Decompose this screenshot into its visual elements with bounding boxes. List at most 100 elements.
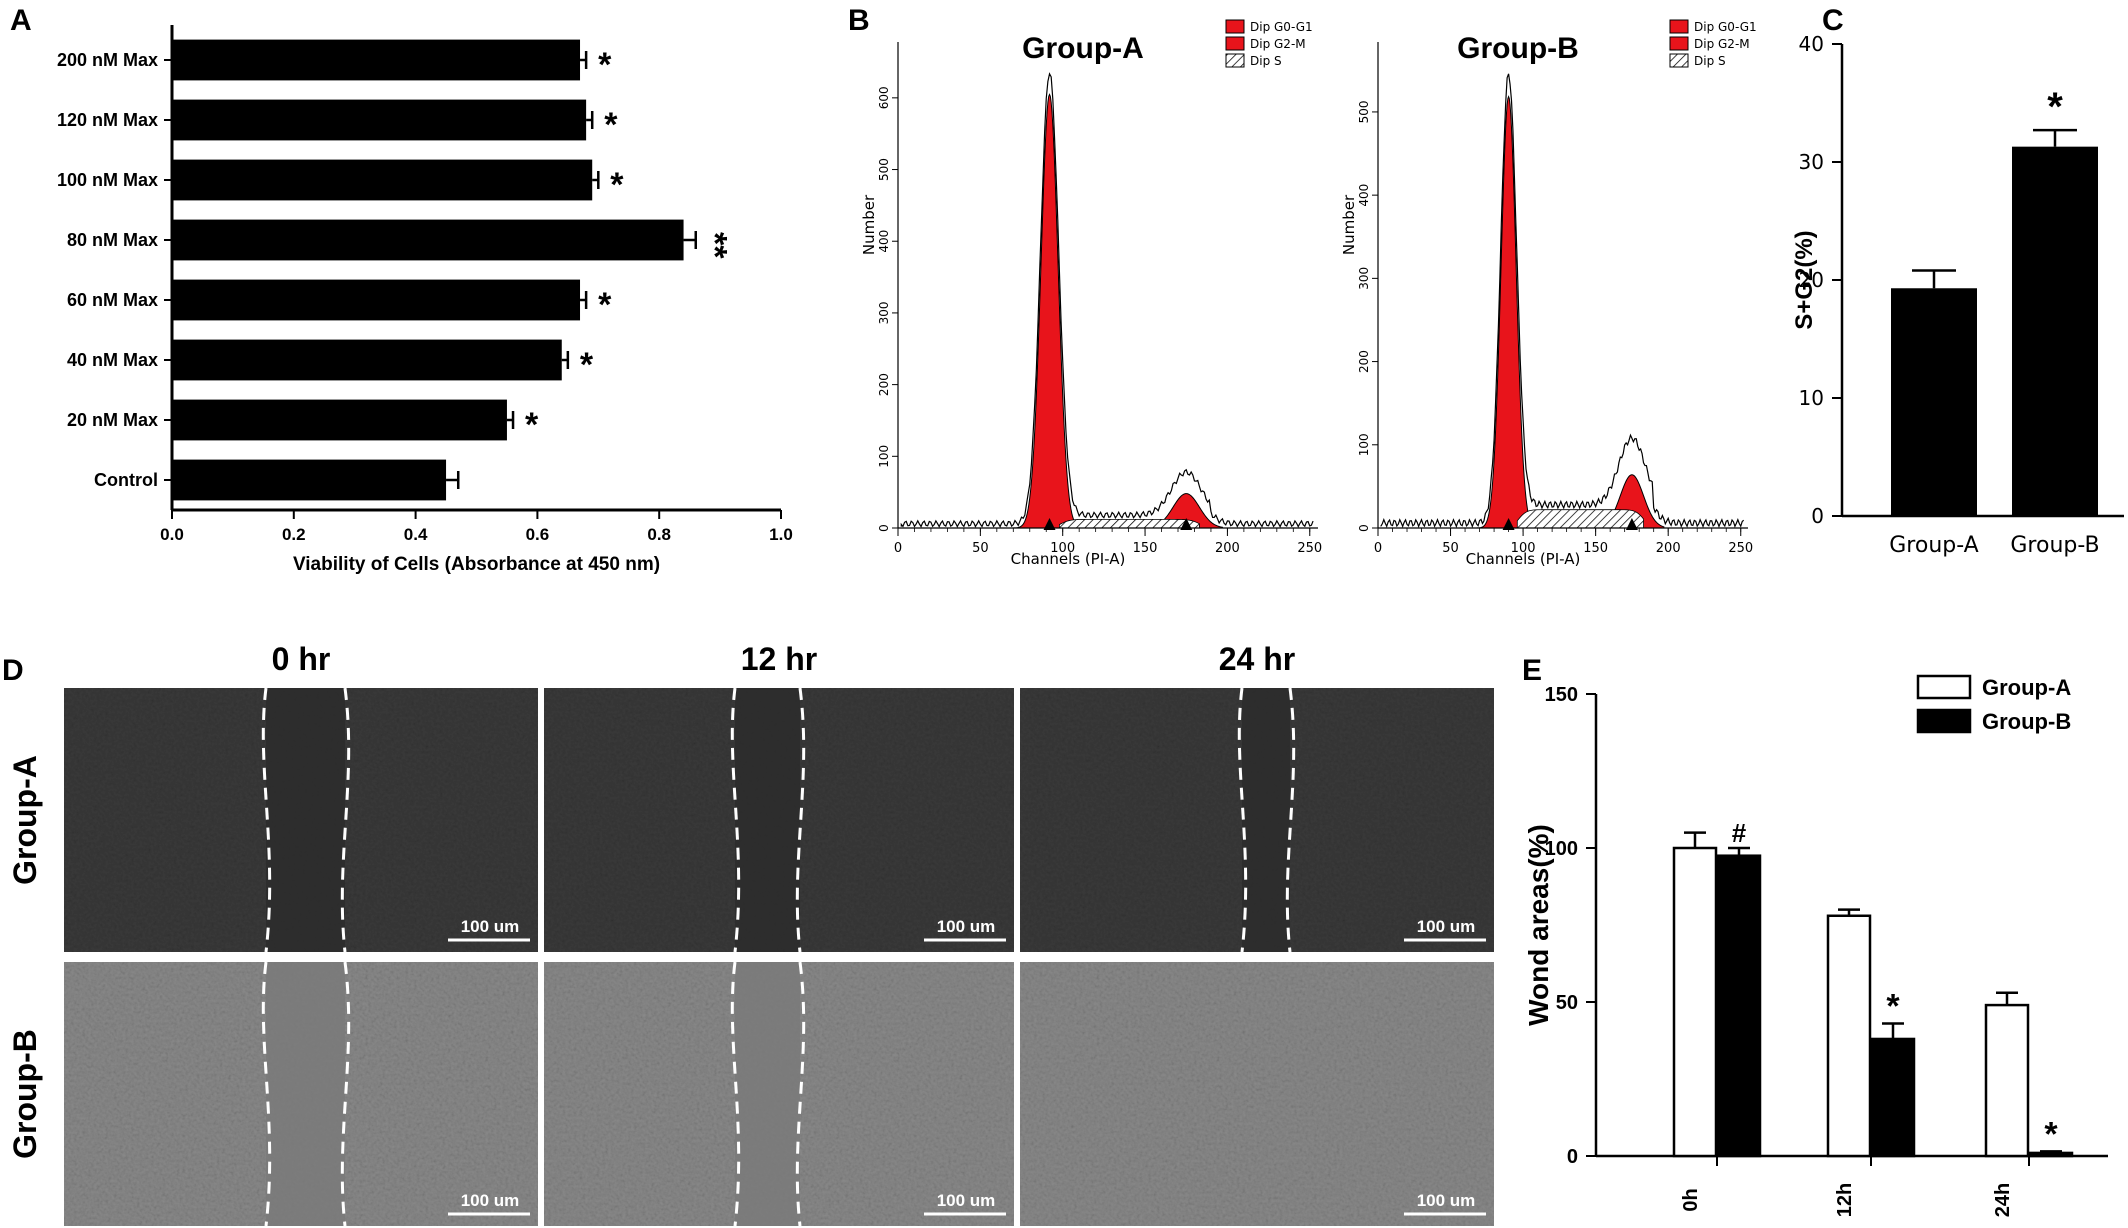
x-tick-label: 1.0: [769, 525, 793, 544]
significance-label: *: [580, 346, 594, 384]
bar: [1672, 846, 1718, 1158]
peak-marker: [1625, 518, 1638, 530]
peak-marker: [1502, 518, 1515, 530]
y-tick-label: 30: [1799, 150, 1824, 174]
panel-letter-e: E: [1522, 654, 1542, 687]
row-label: Group-A: [7, 755, 43, 885]
significance-label: *: [2047, 85, 2063, 129]
bar: [1984, 1003, 2030, 1158]
x-tick-label: Group-A: [1889, 533, 1978, 558]
x-tick-label: 150: [1583, 541, 1608, 556]
bar: [2012, 146, 2098, 516]
bar: [172, 459, 447, 501]
wound-edge-line: [261, 687, 272, 953]
bar: [172, 39, 581, 81]
x-tick-label: 250: [1297, 541, 1322, 556]
scale-bar-label: 100 um: [937, 917, 996, 936]
y-tick-label: 500: [877, 158, 891, 181]
significance-label: *: [1886, 988, 1900, 1026]
legend-label: Dip G0-G1: [1694, 20, 1757, 34]
significance-label: *: [610, 166, 624, 204]
y-tick-label: 400: [877, 230, 891, 253]
chart-a: 200 nM Max * 120 nM Max * 100 nM Max * 80 nM M…: [57, 25, 793, 575]
bar: [1826, 914, 1872, 1158]
legend-swatch: [1225, 53, 1245, 68]
x-tick-label: 50: [1442, 541, 1459, 556]
g0-g1-peak-area: [1012, 93, 1087, 529]
y-axis-label: S+G2(%): [1791, 230, 1818, 329]
y-tick-label: 150: [1545, 684, 1578, 706]
bar: [172, 99, 587, 141]
chart-b: 0 50 100 150 200 2500100200300400500600Channe…: [860, 19, 1757, 568]
chart-e: 0 50 100 150 #0h * 12h * 24h Group-A Group-B Wond a…: [1523, 674, 2108, 1217]
x-axis-label: Channels (PI-A): [1466, 550, 1581, 568]
significance-label: #: [1732, 818, 1747, 848]
legend-swatch: [1669, 19, 1689, 34]
panel-letter-b: B: [848, 4, 870, 37]
legend-label: Dip G2-M: [1250, 37, 1306, 51]
bar: [172, 159, 593, 201]
micrograph-grid-d: 0 hr 12 hr 24 hr Group-A 100 um 100 um 100 um G…: [7, 641, 1494, 1227]
scale-bar-label: 100 um: [937, 1191, 996, 1210]
micrograph-image: [1020, 962, 1494, 1226]
y-tick-label: 100 nM Max: [57, 170, 158, 190]
histogram-outline: [900, 72, 1314, 528]
x-tick-label: 0.6: [526, 525, 550, 544]
significance-label: *: [2044, 1115, 2058, 1153]
y-tick-label: 20: [1799, 268, 1824, 292]
x-tick-label: 0: [894, 541, 902, 556]
scratch-gap: [1242, 688, 1290, 952]
wound-edge-line: [261, 961, 272, 1227]
scale-bar-label: 100 um: [1417, 917, 1476, 936]
x-tick-label: 0.4: [404, 525, 428, 544]
scratch-gap: [266, 962, 345, 1226]
y-tick-label: 120 nM Max: [57, 110, 158, 130]
scale-bar-label: 100 um: [461, 1191, 520, 1210]
g0-g1-peak-area: [1476, 95, 1542, 529]
legend-label: Group-B: [1982, 709, 2071, 734]
x-tick-label: 200: [1215, 541, 1240, 556]
bar: [172, 279, 581, 321]
y-tick-label: 0: [877, 524, 891, 532]
histogram-outline: [1380, 73, 1745, 528]
panel-letter-d: D: [2, 654, 24, 687]
wound-edge-line: [1237, 687, 1248, 953]
scale-bar-label: 100 um: [461, 917, 520, 936]
y-axis-label: Wond areas(%): [1523, 824, 1554, 1026]
wound-edge-line: [340, 961, 351, 1227]
legend-label: Dip S: [1250, 54, 1282, 68]
y-tick-label: 0: [1567, 1146, 1578, 1168]
x-tick-label: 100: [1511, 541, 1536, 556]
x-tick-label: 12h: [1834, 1183, 1856, 1217]
x-tick-label: 0.0: [160, 525, 184, 544]
y-tick-label: 500: [1357, 100, 1371, 123]
y-tick-label: 600: [877, 86, 891, 109]
s-phase-area: [1516, 509, 1644, 529]
x-axis-label: Channels (PI-A): [1011, 550, 1126, 568]
y-tick-label: 20 nM Max: [67, 410, 158, 430]
wound-edge-line: [795, 687, 806, 953]
y-tick-label: 40: [1799, 32, 1824, 56]
y-axis-label: Number: [1340, 194, 1358, 255]
x-tick-label: 0h: [1680, 1188, 1702, 1211]
bar: [1870, 1037, 1916, 1158]
y-tick-label: 0: [1357, 524, 1371, 532]
legend-swatch: [1225, 19, 1245, 34]
scratch-gap: [266, 688, 345, 952]
x-tick-label: 50: [972, 541, 989, 556]
x-tick-label: 200: [1656, 541, 1681, 556]
panel-letter-a: A: [10, 4, 32, 37]
peak-marker: [1180, 518, 1193, 530]
y-axis-label: Number: [860, 194, 878, 255]
wound-edge-line: [1285, 687, 1296, 953]
bar: [172, 399, 507, 441]
legend-label: Dip G0-G1: [1250, 20, 1313, 34]
x-axis-label: Viability of Cells (Absorbance at 450 nm…: [293, 554, 660, 575]
legend-swatch: [1669, 36, 1689, 51]
x-tick-label: 0: [1374, 541, 1382, 556]
bar: [172, 339, 562, 381]
chart-c: 0 10 20 30 40 Group-A Group-B * S+G2(%): [1791, 32, 2124, 558]
y-tick-label: 200 nM Max: [57, 50, 158, 70]
legend-label: Dip S: [1694, 54, 1726, 68]
